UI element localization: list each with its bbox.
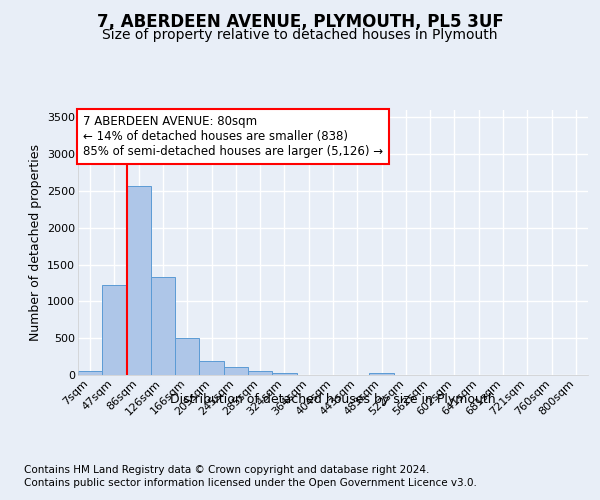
Bar (248, 372, 272, 375)
Bar (127, 186, 151, 375)
Bar (151, 277, 175, 375)
Bar (102, 285, 127, 375)
Bar (272, 373, 296, 375)
Bar (199, 360, 224, 375)
Bar (78, 371, 102, 375)
Text: 7 ABERDEEN AVENUE: 80sqm
← 14% of detached houses are smaller (838)
85% of semi-: 7 ABERDEEN AVENUE: 80sqm ← 14% of detach… (83, 116, 383, 158)
Bar (224, 368, 248, 375)
Text: 7, ABERDEEN AVENUE, PLYMOUTH, PL5 3UF: 7, ABERDEEN AVENUE, PLYMOUTH, PL5 3UF (97, 12, 503, 30)
Text: Distribution of detached houses by size in Plymouth: Distribution of detached houses by size … (170, 392, 496, 406)
Text: Size of property relative to detached houses in Plymouth: Size of property relative to detached ho… (102, 28, 498, 42)
Text: Contains public sector information licensed under the Open Government Licence v3: Contains public sector information licen… (24, 478, 477, 488)
Text: Contains HM Land Registry data © Crown copyright and database right 2024.: Contains HM Land Registry data © Crown c… (24, 465, 430, 475)
Bar (175, 338, 199, 375)
Bar (370, 373, 394, 375)
Y-axis label: Number of detached properties: Number of detached properties (29, 144, 41, 341)
